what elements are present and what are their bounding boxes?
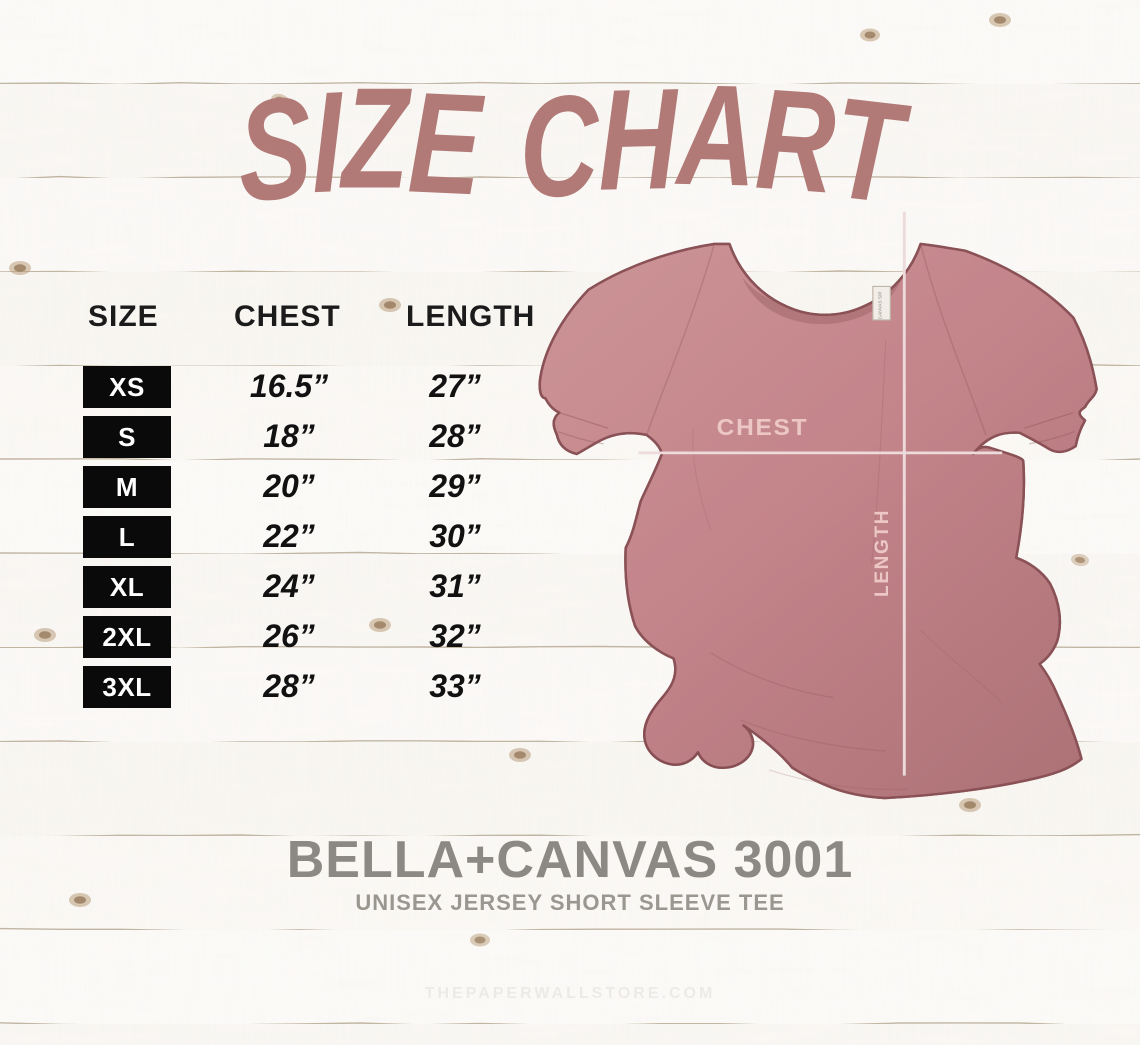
- svg-text:CANVAS S/P: CANVAS S/P: [877, 292, 883, 320]
- svg-text:LENGTH: LENGTH: [871, 509, 893, 597]
- svg-text:CHEST: CHEST: [717, 414, 809, 440]
